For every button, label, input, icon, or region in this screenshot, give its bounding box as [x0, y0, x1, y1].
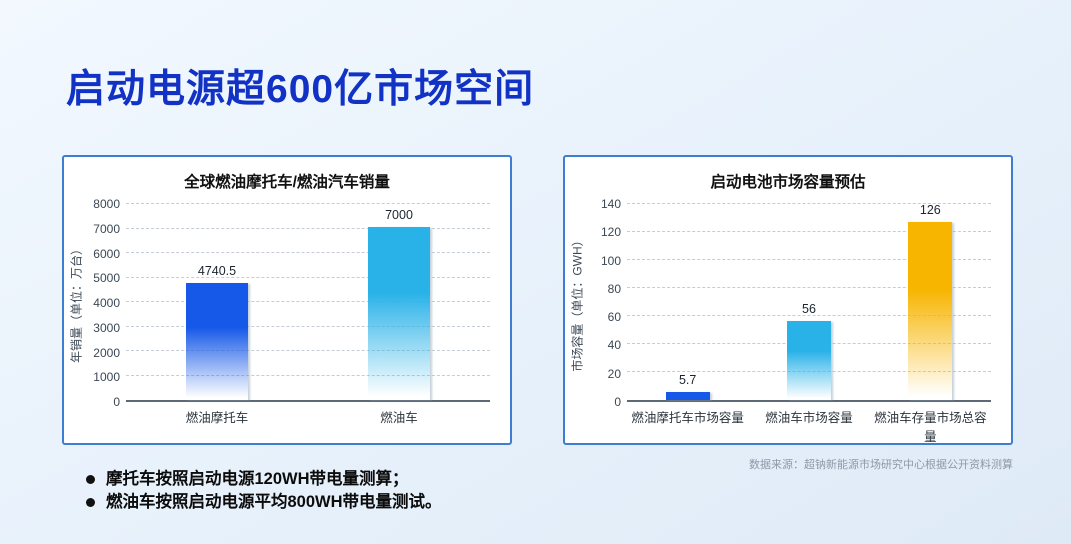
gridline [627, 231, 991, 232]
gridline [126, 350, 490, 351]
y-axis-ticks: 0 20 40 60 80 100 120 140 [589, 198, 627, 408]
gridline [126, 252, 490, 253]
bar-value-label: 4740.5 [197, 263, 237, 278]
y-tick-label: 60 [607, 310, 621, 325]
x-axis-category-label: 燃油摩托车市场容量 [631, 411, 744, 425]
chart-card-capacity: 启动电池市场容量预估 市场容量（单位：GWH） 0 20 40 60 80 100 120 1… [563, 155, 1013, 445]
y-axis-ticks: 0 1000 2000 3000 4000 5000 6000 7000 8000 [88, 198, 126, 408]
bullet-icon [86, 475, 95, 484]
y-tick-label: 40 [607, 338, 621, 353]
plot-row: 年销量（单位：万台） 0 1000 2000 3000 4000 5000 6000 7000… [64, 198, 490, 408]
data-source-note: 数据来源：超钠新能源市场研究中心根据公开资料测算 [749, 459, 1013, 471]
y-tick-label: 3000 [93, 320, 120, 335]
bar-value-label: 7000 [385, 207, 413, 222]
y-tick-label: 100 [600, 253, 621, 268]
chart-bar [787, 320, 831, 400]
chart-title: 启动电池市场容量预估 [710, 174, 866, 191]
page-title: 启动电源超600亿市场空间 [66, 68, 535, 111]
gridline [627, 287, 991, 288]
y-tick-label: 8000 [93, 197, 120, 211]
footnote-item: 燃油车按照启动电源平均800WH带电量测试。 [86, 491, 442, 514]
y-axis-label: 市场容量（单位：GWH） [570, 234, 585, 372]
footnote-text: 摩托车按照启动电源120WH带电量测算； [106, 470, 409, 488]
y-tick-label: 7000 [93, 221, 120, 236]
plot-row: 市场容量（单位：GWH） 0 20 40 60 80 100 120 140 5.7 56 126 [565, 198, 991, 408]
y-axis-label-column: 市场容量（单位：GWH） [565, 204, 589, 402]
plot-area: 5.7 56 126 [627, 202, 991, 402]
gridline [126, 325, 490, 327]
bar-value-label: 56 [802, 301, 816, 316]
y-tick-label: 5000 [93, 271, 120, 286]
chart-title: 全球燃油摩托车/燃油汽车销量 [184, 174, 390, 191]
y-tick-label: 80 [607, 281, 621, 296]
y-tick-label: 2000 [93, 345, 120, 360]
bar-value-label: 5.7 [678, 372, 697, 387]
footnote-text: 燃油车按照启动电源平均800WH带电量测试。 [106, 493, 442, 511]
x-axis-category-label: 燃油摩托车 [185, 411, 249, 425]
bar-value-label: 126 [919, 202, 941, 217]
gridline [627, 315, 991, 316]
plot-area: 4740.5 7000 [126, 203, 490, 402]
y-axis-label: 年销量（单位：万台） [69, 242, 84, 364]
y-tick-label: 0 [113, 395, 120, 409]
x-axis-category-label: 燃油车存量市场总容量 [874, 411, 987, 444]
x-axis-labels: 燃油摩托车 燃油车 [126, 407, 490, 426]
y-tick-label: 140 [600, 197, 621, 211]
chart-bar [908, 221, 953, 400]
chart-card-sales: 全球燃油摩托车/燃油汽车销量 年销量（单位：万台） 0 1000 2000 3000 4… [62, 155, 512, 445]
y-tick-label: 20 [607, 366, 621, 381]
y-tick-label: 4000 [93, 296, 120, 310]
gridline [126, 203, 490, 204]
gridline [126, 301, 490, 302]
y-tick-label: 0 [614, 395, 621, 409]
y-tick-label: 1000 [93, 370, 120, 385]
y-axis-label-column: 年销量（单位：万台） [64, 204, 88, 402]
chart-bar [368, 226, 430, 400]
footnotes: 摩托车按照启动电源120WH带电量测算； 燃油车按照启动电源平均800WH带电量… [86, 468, 442, 514]
gridline [126, 374, 490, 376]
chart-bar [186, 282, 248, 400]
x-axis-category-label: 燃油车市场容量 [765, 411, 853, 425]
charts-container: 全球燃油摩托车/燃油汽车销量 年销量（单位：万台） 0 1000 2000 3000 4… [62, 155, 1013, 445]
gridline [126, 276, 490, 278]
y-tick-label: 120 [600, 225, 621, 240]
chart-bar [665, 391, 710, 400]
y-tick-label: 6000 [93, 246, 120, 261]
x-axis-labels: 燃油摩托车市场容量 燃油车市场容量 燃油车存量市场总容量 [627, 407, 991, 445]
bullet-icon [86, 498, 95, 507]
gridline [126, 227, 490, 229]
x-axis-category-label: 燃油车 [380, 411, 418, 425]
gridline [627, 203, 991, 204]
footnote-item: 摩托车按照启动电源120WH带电量测算； [86, 468, 442, 491]
gridline [627, 259, 991, 260]
